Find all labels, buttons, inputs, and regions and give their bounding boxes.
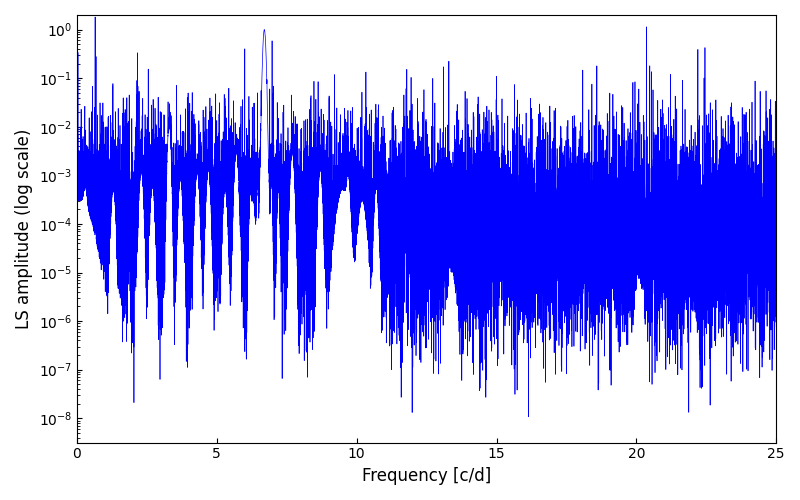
Y-axis label: LS amplitude (log scale): LS amplitude (log scale) (15, 128, 33, 329)
X-axis label: Frequency [c/d]: Frequency [c/d] (362, 467, 491, 485)
